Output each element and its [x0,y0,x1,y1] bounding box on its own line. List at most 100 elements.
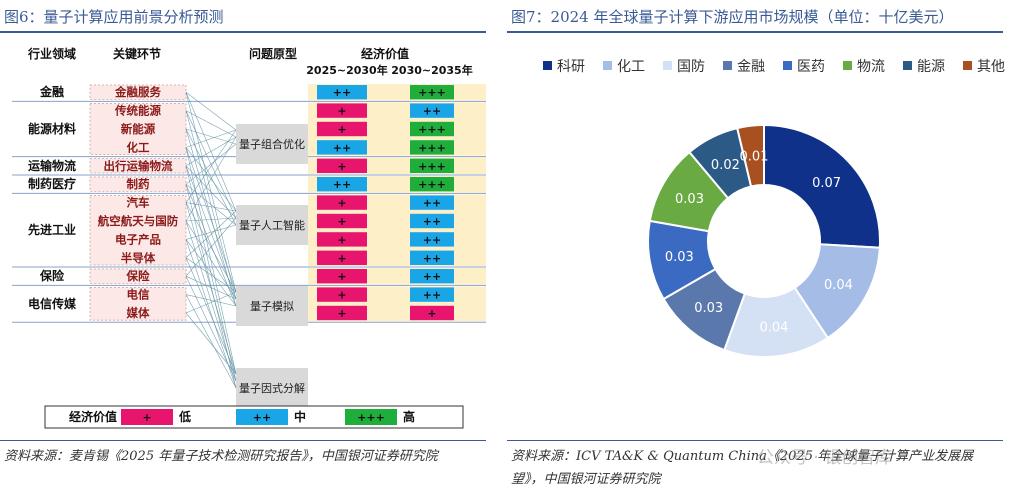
connection-line [185,291,237,314]
value-text-2035: +++ [418,141,446,154]
data-label: 0.03 [665,250,694,265]
value-chip-2025 [317,232,367,247]
segment-label: 传统能源 [114,104,161,118]
industry-label: 制药医疗 [28,176,76,191]
value-text-2035: +++ [418,86,446,99]
value-text-2035: +++ [418,123,446,136]
legend-swatch [903,61,912,70]
segment-label: 航空航天与国防 [98,214,179,228]
industry-label: 先进工业 [28,222,76,237]
value-chip-2025 [317,158,367,173]
segment-label: 半导体 [121,251,156,265]
data-label: 0.07 [812,176,841,191]
figure-7-bottom-rule [507,440,1003,441]
connection-line [185,110,237,138]
connection-line [185,202,237,212]
legend-label: 金融 [737,59,765,75]
value-chip-2035 [410,103,454,118]
problem-label: 量子组合优化 [239,137,305,151]
watermark: 公众号 · 银创智库 [757,448,893,468]
industry-label: 金融 [39,84,64,99]
value-chip-2035 [410,158,454,173]
segment-label: 保险 [126,269,150,283]
industry-label: 电信传媒 [28,296,77,311]
segment-group-box [89,176,187,192]
value-text-2035: ++ [423,289,441,302]
value-chip-2025 [317,195,367,210]
legend-label: 低 [178,409,191,424]
value-chip-2025 [317,269,367,284]
value-chip-2025 [317,250,367,265]
legend-symbol: +++ [357,411,385,424]
segment-label: 电子产品 [115,232,161,246]
segment-label: 制药 [127,177,150,191]
segment-group-box [89,84,187,100]
industry-label: 保险 [39,268,65,283]
connection-line [185,129,237,148]
legend-swatch [663,61,672,70]
value-text-2025: + [337,105,346,118]
problem-box [236,124,308,164]
segment-label: 新能源 [121,122,156,136]
value-text-2025: ++ [333,141,351,154]
figure-6-panel: 图6：量子计算应用前景分析预测 行业领域 关键环节 问题原型 经济价值 2025~203… [0,0,492,497]
legend-label: 科研 [557,59,585,75]
value-chip-2035 [410,177,454,192]
figure-6-top-rule [0,31,486,33]
data-label: 0.01 [740,150,769,165]
donut-chart: 科研 化工 国防 金融 医药 物流 能源 其他 0.07 0.04 0.04 0.03 0.03 0.03… [543,59,1005,358]
header-2035: 2030~2035年 [391,63,472,77]
value-text-2025: ++ [333,178,351,191]
problem-box [236,368,308,408]
connection-line [185,257,237,375]
value-text-2025: + [337,270,346,283]
value-text-2035: ++ [423,252,441,265]
donut-legend: 科研 化工 国防 金融 医药 物流 能源 其他 [543,59,1005,75]
value-text-2025: + [337,160,346,173]
header-value: 经济价值 [361,46,409,61]
value-chip-2035 [410,213,454,229]
connection-line [185,128,237,145]
value-chip-2025 [317,287,367,302]
connection-line [185,147,237,375]
value-text-2025: ++ [333,86,351,99]
value-text-2025: + [337,197,346,210]
legend-label: 能源 [917,59,945,75]
value-chip-2025 [317,121,367,137]
legend-swatch [723,61,732,70]
figure-6-source: 资料来源：麦肯锡《2025 年量子技术检测研究报告》，中国银河证券研究院 [4,449,438,464]
value-text-2035: ++ [423,270,441,283]
data-label: 0.04 [760,320,789,335]
value-chip-2035 [410,232,454,247]
legend-chip [121,409,173,425]
data-label: 0.02 [711,158,740,173]
value-chip-2025 [317,103,367,118]
problem-label: 量子模拟 [250,299,294,313]
value-chip-2035 [410,305,454,321]
legend-label: 物流 [857,59,885,75]
legend-swatch [543,61,552,70]
segment-group-box [89,158,187,174]
value-chip-2035 [410,287,454,302]
segment-label: 媒体 [126,306,150,320]
figure-6-title: 图6：量子计算应用前景分析预测 [4,8,224,26]
legend-label: 国防 [677,59,705,75]
header-problem: 问题原型 [249,46,297,61]
legend-label: 医药 [797,59,825,75]
legend-symbol: + [142,411,151,424]
value-chip-2025 [317,85,367,100]
legend-chip [345,409,397,425]
value-chip-2025 [317,140,367,155]
connection-line [185,257,237,293]
data-label: 0.03 [675,192,704,207]
legend-label: 中 [294,409,306,424]
industry-label: 能源材料 [28,121,76,136]
figure-7-top-rule [507,31,1003,33]
value-text-2035: ++ [423,197,441,210]
legend-label: 高 [403,409,415,424]
connection-line [185,136,237,222]
value-text-2025: + [337,123,346,136]
industry-label: 运输物流 [28,158,76,173]
segment-label: 金融服务 [114,85,161,99]
